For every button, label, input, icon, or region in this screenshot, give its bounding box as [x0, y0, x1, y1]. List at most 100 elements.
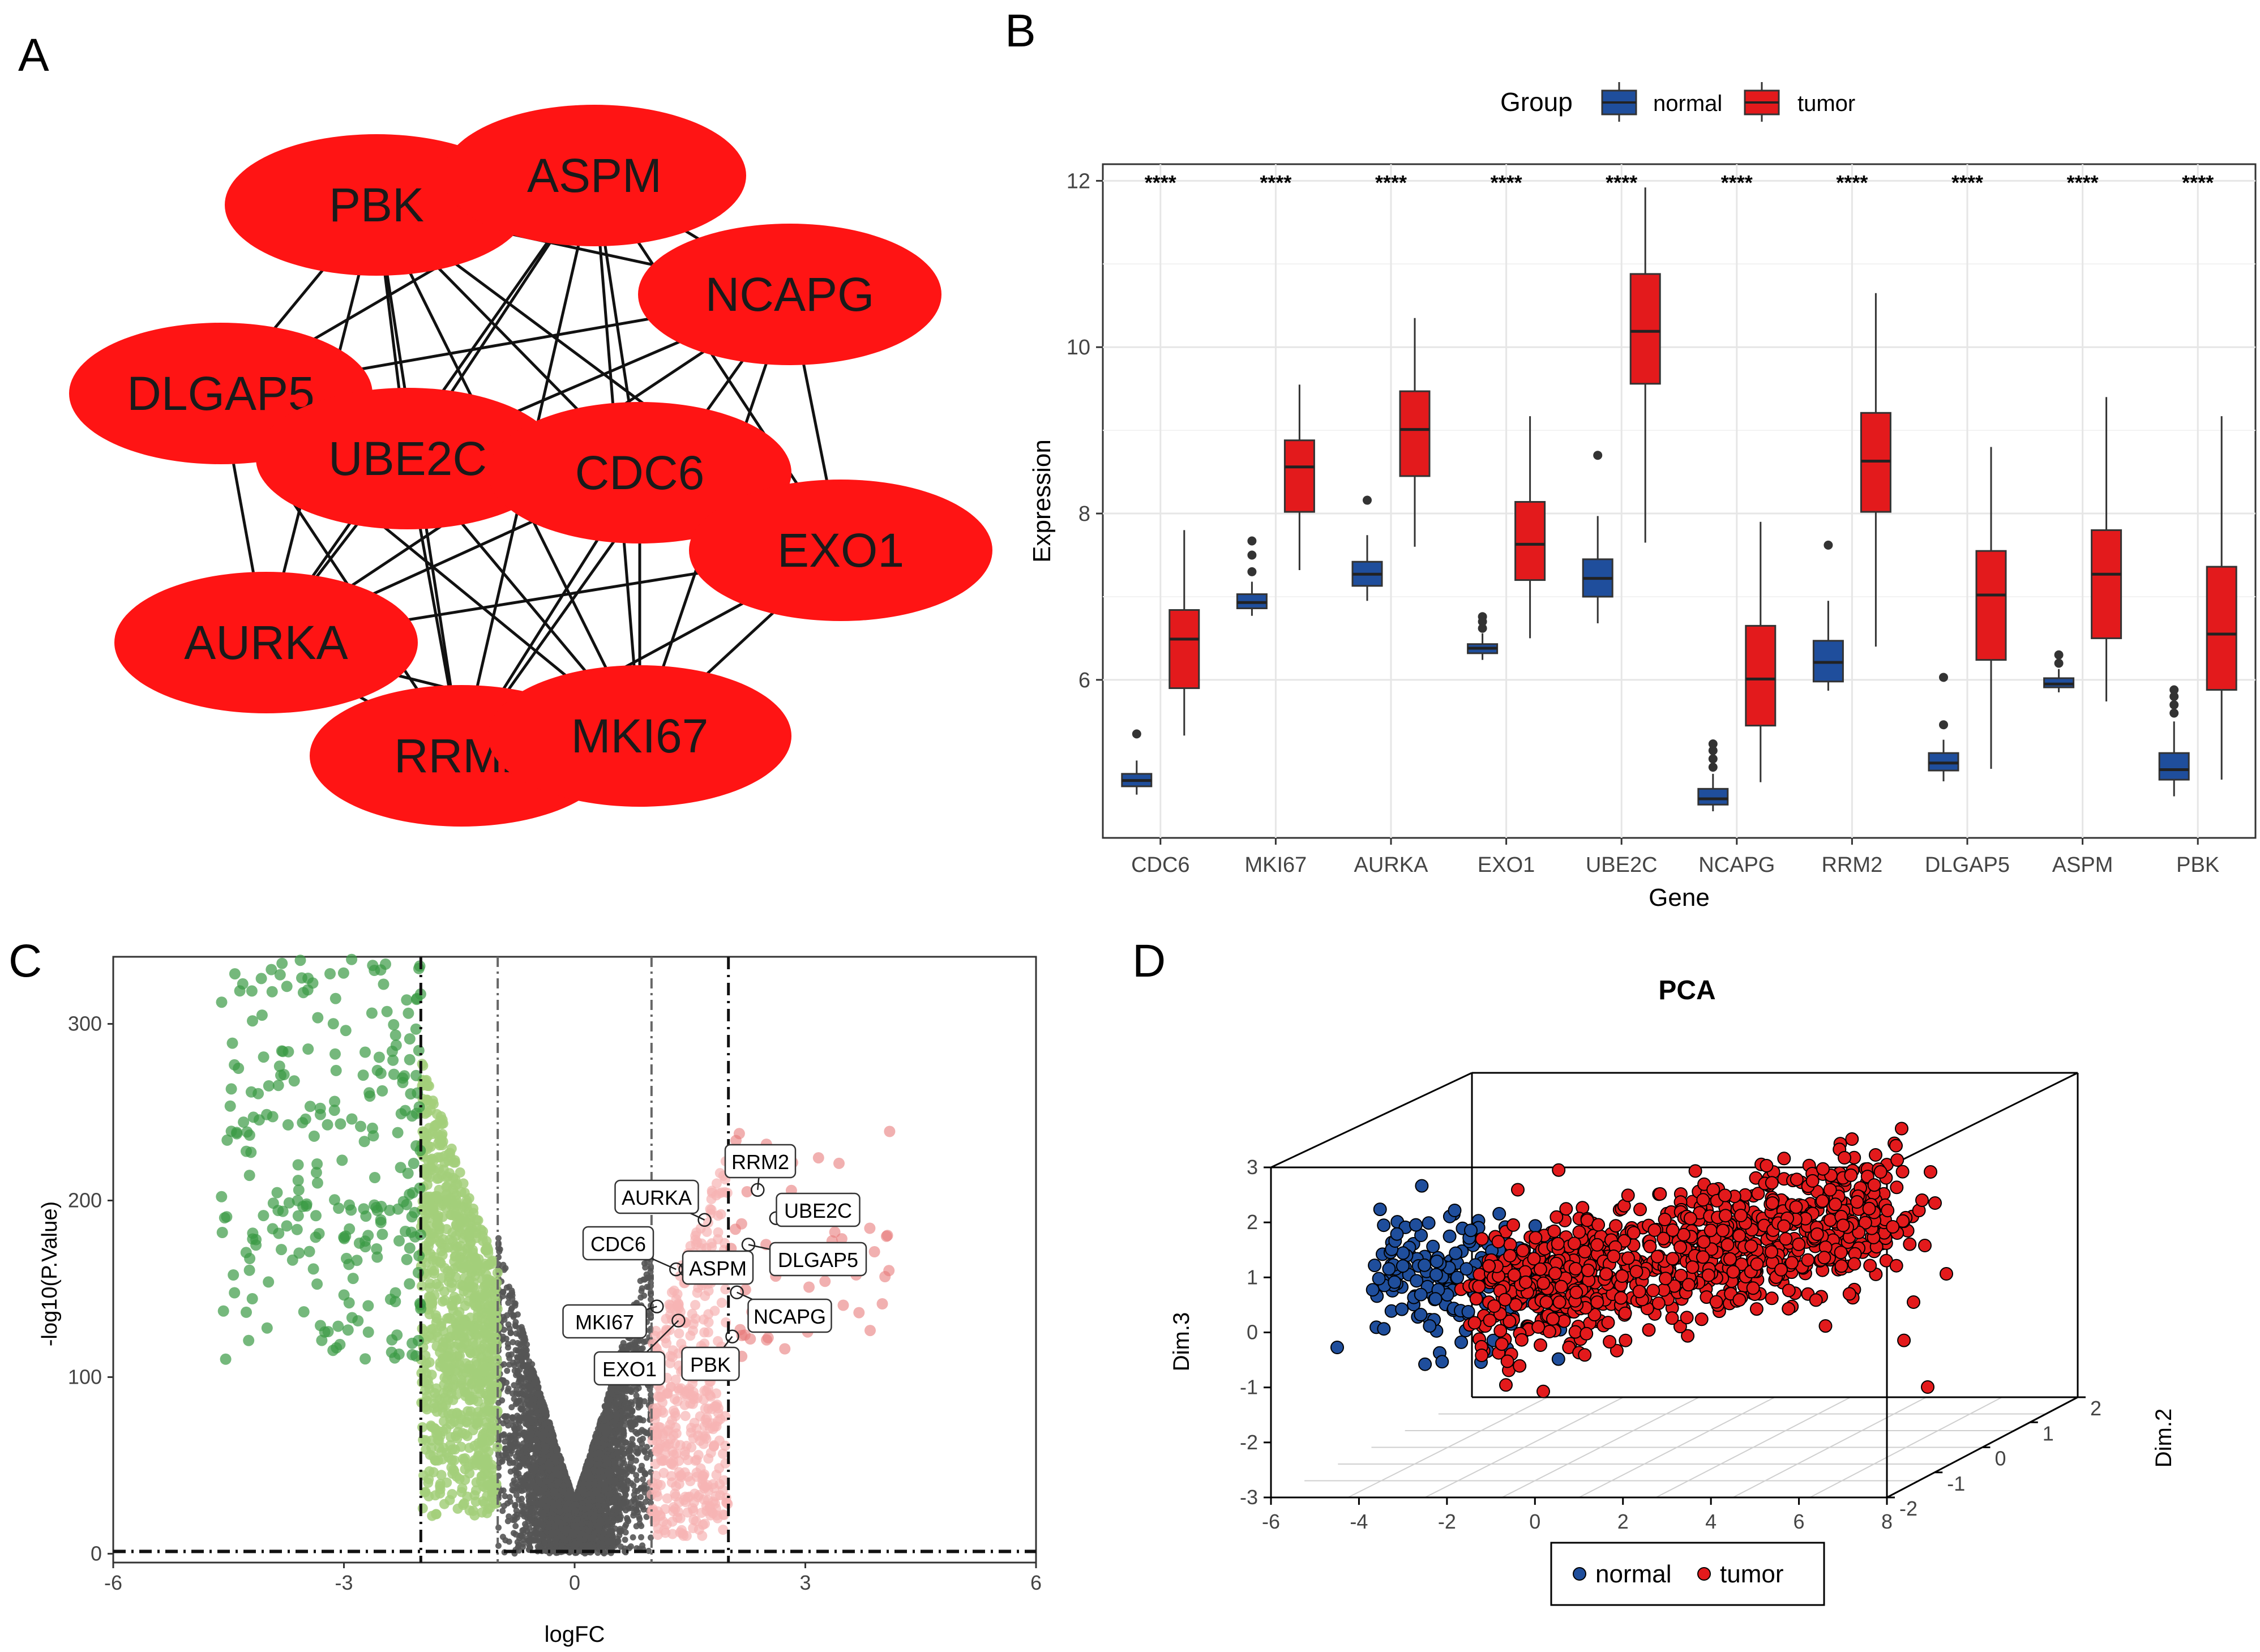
volcano-point-ns: [515, 1470, 522, 1477]
box-body: [1399, 390, 1431, 477]
volcano-point-ns: [515, 1391, 522, 1398]
network-node-label-pbk: PBK: [329, 178, 424, 232]
box-outlier-1: [1708, 754, 1718, 764]
box-outlier-1: [2169, 700, 2179, 709]
volcano-point-ns: [513, 1514, 520, 1521]
network-node-label-ncapg: NCAPG: [705, 268, 875, 321]
boxplot-legend: Group normal tumor: [1500, 82, 1855, 122]
box-normal-mki67: [1236, 536, 1268, 616]
volcano-point-ns: [520, 1406, 526, 1413]
volcano-point-ns: [630, 1534, 636, 1540]
significance-label-rrm2: ****: [1836, 171, 1868, 194]
boxplot-x-tick-label-ncapg: NCAPG: [1698, 853, 1775, 877]
significance-label-dlgap5: ****: [1951, 171, 1983, 194]
network-node-ncapg: NCAPG: [638, 224, 941, 365]
volcano-point-ns: [510, 1444, 516, 1451]
boxplot-y-tick-label-6: 6: [1078, 669, 1090, 692]
volcano-point-ns: [627, 1440, 634, 1447]
box-body: [2158, 752, 2190, 781]
box-normal-exo1: [1467, 612, 1499, 660]
box-outlier-3: [1708, 739, 1718, 748]
volcano-point-ns: [502, 1438, 508, 1445]
box-tumor-pbk: [2206, 416, 2237, 780]
boxplot-x-tick-label-rrm2: RRM2: [1822, 853, 1883, 877]
volcano-point-ns: [642, 1264, 649, 1271]
volcano-point-ns: [538, 1398, 544, 1405]
volcano-point-ns: [499, 1508, 506, 1514]
volcano-point-ns: [640, 1476, 646, 1483]
box-tumor-cdc6: [1168, 530, 1200, 736]
volcano-point-ns: [636, 1429, 643, 1436]
volcano-point-ns: [511, 1300, 517, 1307]
network-node-shape-ube2c: [256, 388, 559, 529]
panel-letter-a: A: [18, 29, 49, 81]
volcano-point-ns: [502, 1265, 509, 1272]
volcano-point-ns: [541, 1547, 548, 1553]
volcano-point-ns: [529, 1505, 536, 1512]
box-normal-ube2c: [1582, 451, 1613, 623]
boxplot-x-tick-label-cdc6: CDC6: [1131, 853, 1189, 877]
boxplot-y-tick-label-10: 10: [1067, 336, 1090, 359]
legend-label-normal: normal: [1653, 91, 1722, 116]
box-outlier-0: [1824, 540, 1833, 550]
box-normal-pbk: [2158, 685, 2190, 797]
volcano-point-ns: [507, 1460, 513, 1466]
network-node-mki67: MKI67: [488, 665, 791, 807]
volcano-point-ns: [617, 1423, 623, 1429]
network-node-ube2c: UBE2C: [256, 388, 559, 529]
volcano-point-ns: [506, 1362, 512, 1368]
legend-key-tumor: [1744, 82, 1780, 122]
significance-label-ube2c: ****: [1606, 171, 1637, 194]
volcano-point-ns: [523, 1347, 530, 1354]
significance-label-exo1: ****: [1491, 171, 1522, 194]
volcano-point-ns: [617, 1529, 624, 1535]
volcano-point-ns: [627, 1543, 634, 1550]
volcano-point-ns: [618, 1475, 625, 1482]
volcano-point-ns: [509, 1482, 516, 1488]
box-outlier-0: [1132, 729, 1141, 739]
significance-label-ncapg: ****: [1721, 171, 1753, 194]
box-tumor-ube2c: [1629, 187, 1661, 543]
volcano-point-ns: [515, 1443, 522, 1450]
network-node-exo1: EXO1: [689, 480, 992, 621]
network-node-label-ube2c: UBE2C: [328, 432, 487, 485]
volcano-point-ns: [630, 1465, 637, 1471]
significance-label-aspm: ****: [2067, 171, 2099, 194]
significance-label-mki67: ****: [1260, 171, 1291, 194]
volcano-point-ns: [636, 1516, 643, 1522]
volcano-point-ns: [618, 1543, 624, 1550]
boxplot-x-tick-label-aurka: AURKA: [1354, 853, 1429, 877]
box-outlier-0: [1708, 763, 1718, 772]
volcano-point-ns: [644, 1444, 650, 1450]
network-node-shape-ncapg: [638, 224, 941, 365]
network-node-shape-cdc6: [488, 402, 791, 543]
box-normal-rrm2: [1812, 540, 1844, 691]
box-tumor-exo1: [1514, 416, 1546, 639]
box-normal-cdc6: [1121, 729, 1153, 795]
network-node-label-dlgap5: DLGAP5: [127, 367, 315, 420]
volcano-point-ns: [643, 1454, 650, 1461]
boxplot-marks: **** **** **** **** **** **** **** **** **** ****: [1121, 171, 2237, 811]
box-normal-dlgap5: [1928, 673, 1959, 782]
box-outlier-0: [1593, 451, 1603, 460]
boxplot-x-tick-label-ube2c: UBE2C: [1586, 853, 1658, 877]
volcano-point-ns: [509, 1312, 516, 1318]
volcano-point-ns: [613, 1431, 620, 1438]
volcano-point-ns: [524, 1383, 531, 1389]
panel-letter-c: C: [8, 935, 42, 987]
volcano-point-ns: [641, 1293, 648, 1299]
boxplot-x-tick-label-pbk: PBK: [2176, 853, 2219, 877]
box-tumor-rrm2: [1860, 293, 1891, 647]
volcano-point-ns: [638, 1534, 644, 1540]
box-body: [2091, 529, 2122, 639]
box-body: [1283, 439, 1315, 513]
volcano-point-ns: [634, 1476, 640, 1483]
volcano-point-ns: [517, 1477, 524, 1484]
boxplot-grid: [1103, 164, 2255, 838]
volcano-point-ns: [520, 1540, 527, 1547]
volcano-point-ns: [504, 1518, 511, 1525]
box-body: [1168, 609, 1200, 690]
